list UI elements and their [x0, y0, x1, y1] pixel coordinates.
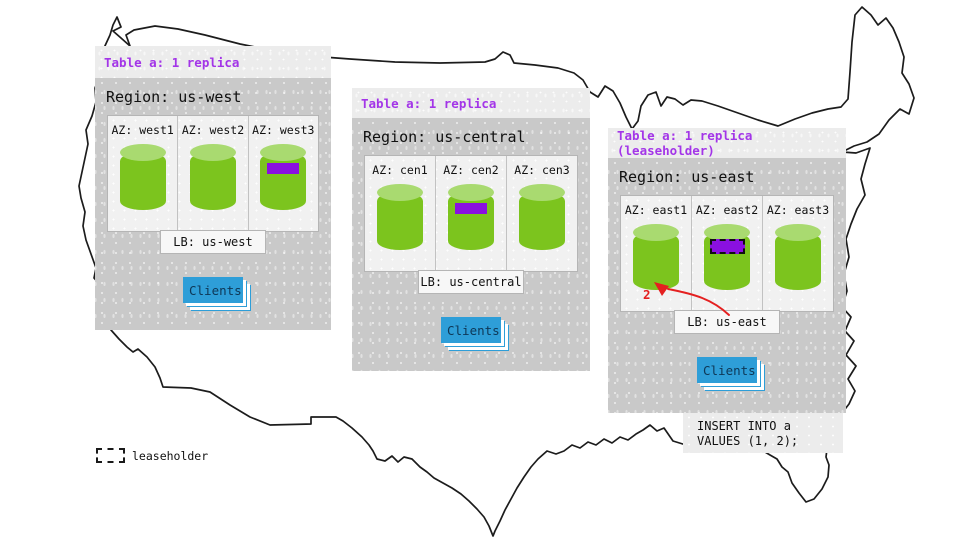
az-cell-cen2: AZ: cen2 — [436, 156, 507, 271]
az-cell-east2: AZ: east2 — [692, 196, 763, 311]
load-balancer-box: LB: us-central — [418, 270, 524, 294]
database-node-cylinder — [119, 144, 166, 210]
leaseholder-swatch-icon — [96, 448, 125, 463]
database-node-cylinder — [260, 144, 307, 210]
database-node-cylinder — [519, 184, 565, 250]
az-cell-cen1: AZ: cen1 — [365, 156, 436, 271]
cylinder-body — [260, 152, 307, 210]
region-panel-us-east: Table a: 1 replica (leaseholder) Region:… — [608, 128, 846, 413]
az-cell-west1: AZ: west1 — [108, 116, 179, 231]
region-body: Region: us-central AZ: cen1 AZ: cen2 — [352, 118, 590, 371]
az-label: AZ: west3 — [252, 123, 315, 137]
cylinder-top — [189, 144, 236, 161]
table-replica-header: Table a: 1 replica — [95, 46, 331, 78]
region-panel-us-west: Table a: 1 replica Region: us-west AZ: w… — [95, 46, 331, 330]
leaseholder-range — [710, 239, 745, 254]
cylinder-body — [189, 152, 236, 210]
cylinder-top — [775, 224, 821, 241]
routing-arrow-label: 2 — [643, 287, 651, 302]
region-title: Region: us-central — [363, 128, 526, 146]
cylinder-top — [633, 224, 679, 241]
sql-insert-note: INSERT INTO a VALUES (1, 2); — [683, 413, 843, 453]
az-cell-east3: AZ: east3 — [763, 196, 833, 311]
az-label: AZ: east3 — [766, 203, 830, 217]
load-balancer-box: LB: us-east — [674, 310, 780, 334]
sql-line-2: VALUES (1, 2); — [697, 434, 799, 448]
az-cell-west3: AZ: west3 — [249, 116, 318, 231]
cylinder-top — [260, 144, 307, 161]
database-node-cylinder — [633, 224, 679, 290]
cylinder-top — [377, 184, 423, 201]
az-label: AZ: west2 — [181, 123, 245, 137]
database-node-cylinder — [377, 184, 423, 250]
replica-range — [267, 163, 300, 174]
az-strip: AZ: west1 AZ: west2 AZ: west3 — [107, 115, 319, 232]
cylinder-body — [775, 232, 821, 290]
replica-range — [455, 203, 487, 214]
leaseholder-legend: leaseholder — [96, 448, 208, 463]
database-node-cylinder — [189, 144, 236, 210]
cylinder-body — [377, 192, 423, 250]
az-cell-east1: AZ: east1 — [621, 196, 692, 311]
cylinder-body — [633, 232, 679, 290]
az-cell-cen3: AZ: cen3 — [507, 156, 577, 271]
usa-outline-path — [78, 6, 915, 537]
region-body: Region: us-west AZ: west1 AZ: west2 — [95, 78, 331, 330]
table-replica-label: Table a: 1 replica — [361, 95, 497, 111]
database-node-cylinder — [448, 184, 494, 250]
clients-button: Clients — [183, 277, 243, 303]
clients-button: Clients — [441, 317, 501, 343]
az-label: AZ: cen2 — [443, 163, 499, 177]
load-balancer-box: LB: us-west — [160, 230, 266, 254]
cylinder-body — [119, 152, 166, 210]
sql-line-1: INSERT INTO a — [697, 419, 791, 433]
cylinder-top — [119, 144, 166, 161]
region-body: Region: us-east AZ: east1 AZ: east2 — [608, 158, 846, 413]
table-replica-label: Table a: 1 replica (leaseholder) — [617, 128, 753, 158]
table-replica-header: Table a: 1 replica — [352, 88, 590, 118]
database-node-cylinder — [775, 224, 821, 290]
az-label: AZ: east2 — [695, 203, 759, 217]
cylinder-body — [519, 192, 565, 250]
region-panel-us-central: Table a: 1 replica Region: us-central AZ… — [352, 88, 590, 371]
table-replica-label: Table a: 1 replica — [104, 54, 240, 70]
az-label: AZ: west1 — [111, 123, 174, 137]
cylinder-top — [448, 184, 494, 201]
az-strip: AZ: east1 AZ: east2 AZ: east3 — [620, 195, 834, 312]
az-strip: AZ: cen1 AZ: cen2 AZ: cen3 — [364, 155, 578, 272]
cylinder-top — [519, 184, 565, 201]
az-label: AZ: cen3 — [514, 163, 570, 177]
region-title: Region: us-east — [619, 168, 755, 186]
cylinder-body — [448, 192, 494, 250]
clients-button: Clients — [697, 357, 757, 383]
region-title: Region: us-west — [106, 88, 242, 106]
az-label: AZ: east1 — [624, 203, 688, 217]
az-label: AZ: cen1 — [372, 163, 428, 177]
cylinder-top — [704, 224, 750, 241]
database-node-cylinder — [704, 224, 750, 290]
az-cell-west2: AZ: west2 — [178, 116, 249, 231]
table-replica-header: Table a: 1 replica (leaseholder) — [608, 128, 846, 158]
legend-label: leaseholder — [132, 448, 209, 463]
